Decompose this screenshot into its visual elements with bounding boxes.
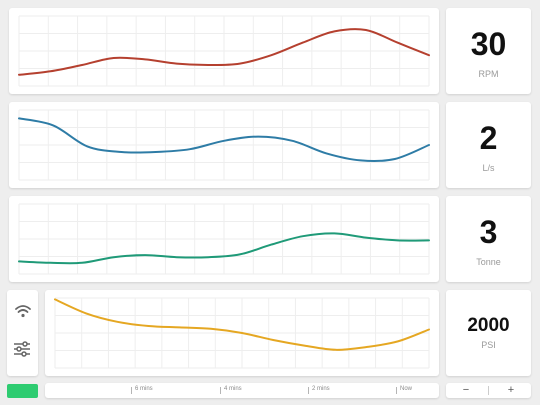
gauge-value-rpm: 30 (470, 26, 507, 62)
timeline-bar[interactable]: 6 mins 4 mins 2 mins Now (45, 383, 439, 398)
gauge-value-load: 3 (479, 214, 498, 250)
flow-chart (18, 109, 430, 181)
gauge-unit-rpm: RPM (478, 69, 499, 79)
gauge-card-pressure: 2000 PSI (446, 290, 531, 376)
timeline-tick (131, 387, 132, 394)
pressure-chart (54, 297, 430, 369)
timeline-label-2min: 2 mins (312, 386, 330, 392)
zoom-in-button[interactable]: + (507, 384, 515, 396)
gauge-unit-pressure: PSI (481, 340, 496, 350)
gauge-unit-load: Tonne (476, 257, 501, 267)
timeline-label-now: Now (400, 386, 413, 392)
sliders-icon[interactable] (13, 341, 31, 357)
wifi-icon[interactable] (15, 304, 31, 318)
rpm-chart (18, 15, 430, 87)
status-indicator-button[interactable] (7, 384, 38, 398)
timeline-label-4min: 4 mins (224, 386, 242, 392)
chart-card-rpm (9, 8, 439, 94)
gauge-value-flow: 2 (479, 120, 498, 156)
timeline-tick (308, 387, 309, 394)
gauge-value-pressure: 2000 (467, 315, 510, 336)
chart-card-pressure (45, 290, 439, 376)
gauge-card-flow: 2 L/s (446, 102, 531, 188)
series-line-rpm (18, 28, 430, 76)
series-line-pressure (54, 298, 430, 351)
series-line-flow (18, 117, 430, 163)
zoom-out-button[interactable]: − (462, 384, 470, 396)
chart-card-flow (9, 102, 439, 188)
series-line-load (18, 232, 430, 265)
zoom-divider (488, 386, 489, 395)
zoom-control: − + (446, 383, 531, 398)
gauge-card-rpm: 30 RPM (446, 8, 531, 94)
gauge-card-load: 3 Tonne (446, 196, 531, 282)
chart-card-load (9, 196, 439, 282)
timeline-tick (396, 387, 397, 394)
side-panel (7, 290, 38, 376)
timeline-label-6min: 6 mins (135, 386, 153, 392)
load-chart (18, 203, 430, 275)
gauge-unit-flow: L/s (482, 163, 495, 173)
timeline-tick (220, 387, 221, 394)
